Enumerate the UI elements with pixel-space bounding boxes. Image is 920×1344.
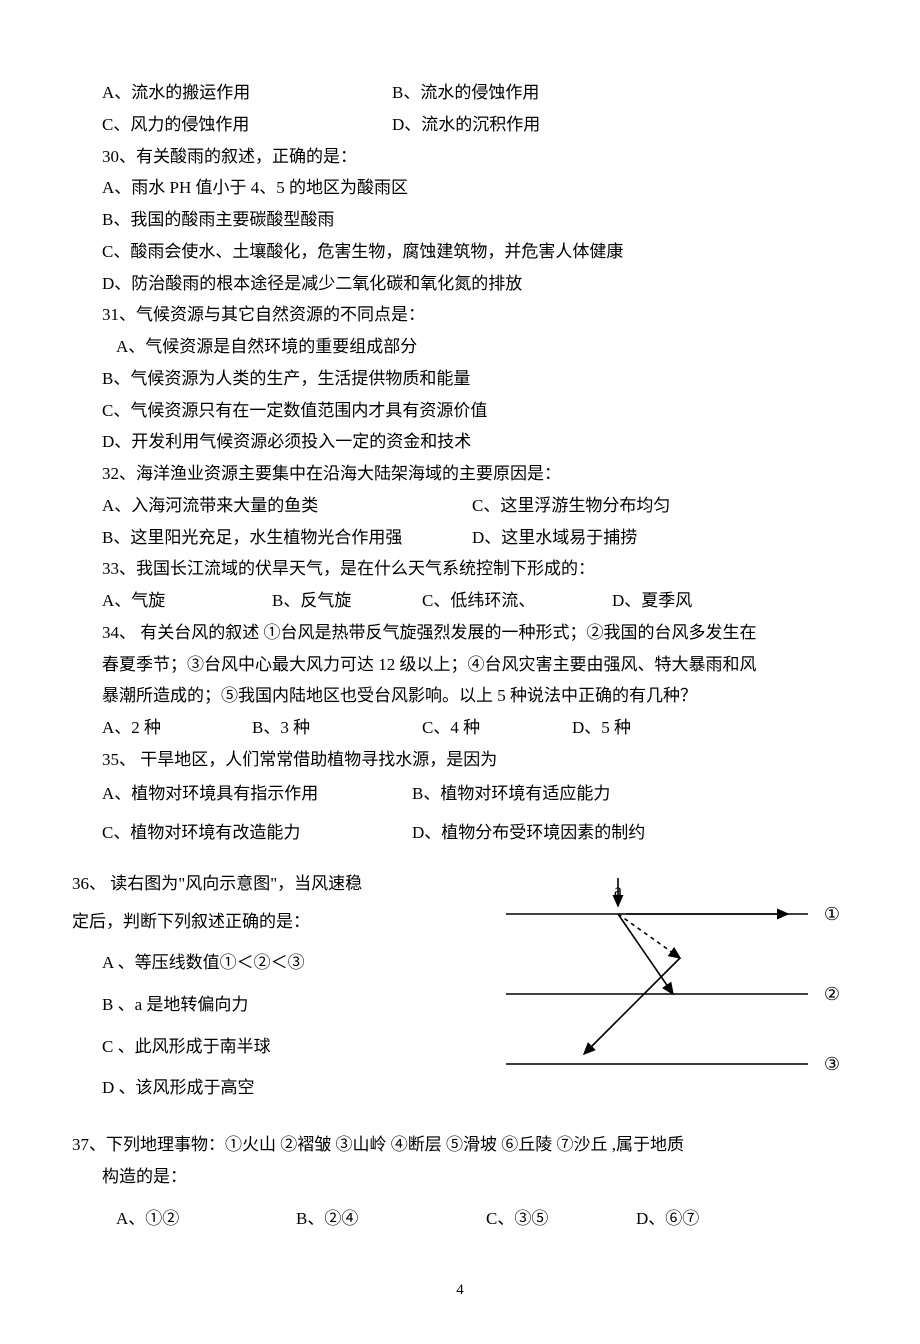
q31-opt-c: C、气候资源只有在一定数值范围内才具有资源价值	[72, 396, 848, 426]
q31-stem: 31、气候资源与其它自然资源的不同点是：	[72, 300, 848, 330]
q35-stem: 35、 干旱地区，人们常常借助植物寻找水源，是因为	[72, 745, 848, 775]
q36-opt-d: D 、该风形成于高空	[72, 1070, 474, 1106]
q37-line2: 构造的是：	[72, 1162, 848, 1192]
q29-opts-row1: A、流水的搬运作用 B、流水的侵蚀作用	[72, 78, 848, 108]
q34-opt-d: D、5 种	[572, 713, 631, 743]
q34-line1: 34、 有关台风的叙述 ①台风是热带反气旋强烈发展的一种形式；②我国的台风多发生…	[72, 618, 848, 648]
q34-opt-c: C、4 种	[422, 713, 572, 743]
q30-stem: 30、有关酸雨的叙述，正确的是：	[72, 142, 848, 172]
q37-opt-c: C、③⑤	[486, 1204, 636, 1234]
q36-opt-c: C 、此风形成于南半球	[72, 1029, 474, 1065]
q34-opt-a: A、2 种	[102, 713, 252, 743]
q37-opt-b: B、②④	[296, 1204, 486, 1234]
q33-opt-b: B、反气旋	[272, 586, 422, 616]
svg-text:③: ③	[824, 1054, 840, 1074]
q36-line2: 定后，判断下列叙述正确的是：	[72, 904, 474, 940]
q32-row2: B、这里阳光充足，水生植物光合作用强 D、这里水域易于捕捞	[72, 523, 848, 553]
q30-opt-d: D、防治酸雨的根本途径是减少二氧化碳和氧化氮的排放	[72, 269, 848, 299]
q35-opt-a: A、植物对环境具有指示作用	[102, 779, 412, 809]
q35-opt-b: B、植物对环境有适应能力	[412, 779, 610, 809]
q32-opt-c: C、这里浮游生物分布均匀	[472, 491, 670, 521]
q34-line2: 春夏季节；③台风中心最大风力可达 12 级以上；④台风灾害主要由强风、特大暴雨和…	[72, 650, 848, 680]
q32-opt-a: A、入海河流带来大量的鱼类	[102, 491, 472, 521]
q32-stem: 32、海洋渔业资源主要集中在沿海大陆架海域的主要原因是：	[72, 459, 848, 489]
q36-text: 36、 读右图为"风向示意图"，当风速稳 定后，判断下列叙述正确的是： A 、等…	[72, 866, 474, 1108]
svg-text:②: ②	[824, 984, 840, 1004]
q35-row2: C、植物对环境有改造能力 D、植物分布受环境因素的制约	[72, 818, 848, 848]
q36-line1: 36、 读右图为"风向示意图"，当风速稳	[72, 866, 474, 902]
q35-opt-d: D、植物分布受环境因素的制约	[412, 818, 645, 848]
q31-opt-b: B、气候资源为人类的生产，生活提供物质和能量	[72, 364, 848, 394]
svg-text:①: ①	[824, 904, 840, 924]
q37-opt-a: A、①②	[116, 1204, 296, 1234]
q30-opt-b: B、我国的酸雨主要碳酸型酸雨	[72, 205, 848, 235]
q29-opt-b: B、流水的侵蚀作用	[392, 78, 539, 108]
q29-opts-row2: C、风力的侵蚀作用 D、流水的沉积作用	[72, 110, 848, 140]
q33-opts: A、气旋 B、反气旋 C、低纬环流、 D、夏季风	[72, 586, 848, 616]
q36-opt-b: B 、a 是地转偏向力	[72, 987, 474, 1023]
q36-opt-a: A 、等压线数值①＜②＜③	[72, 945, 474, 981]
q37-opt-d: D、⑥⑦	[636, 1204, 699, 1234]
q33-opt-c: C、低纬环流、	[422, 586, 612, 616]
wind-diagram: ①②③a	[488, 866, 848, 1086]
q33-opt-d: D、夏季风	[612, 586, 692, 616]
q32-row1: A、入海河流带来大量的鱼类 C、这里浮游生物分布均匀	[72, 491, 848, 521]
q32-opt-b: B、这里阳光充足，水生植物光合作用强	[102, 523, 472, 553]
q34-opt-b: B、3 种	[252, 713, 422, 743]
q31-opt-a: A、气候资源是自然环境的重要组成部分	[72, 332, 848, 362]
q34-line3: 暴潮所造成的；⑤我国内陆地区也受台风影响。以上 5 种说法中正确的有几种？	[72, 681, 848, 711]
q33-stem: 33、我国长江流域的伏旱天气，是在什么天气系统控制下形成的：	[72, 554, 848, 584]
q37-line1: 37、下列地理事物：①火山 ②褶皱 ③山岭 ④断层 ⑤滑坡 ⑥丘陵 ⑦沙丘 ,属…	[72, 1130, 848, 1160]
q34-opts: A、2 种 B、3 种 C、4 种 D、5 种	[72, 713, 848, 743]
q32-opt-d: D、这里水域易于捕捞	[472, 523, 637, 553]
q29-opt-d: D、流水的沉积作用	[392, 110, 540, 140]
q36-block: 36、 读右图为"风向示意图"，当风速稳 定后，判断下列叙述正确的是： A 、等…	[72, 866, 848, 1108]
q35-opt-c: C、植物对环境有改造能力	[102, 818, 412, 848]
q36-figure: ①②③a	[488, 866, 848, 1096]
q33-opt-a: A、气旋	[102, 586, 272, 616]
q29-opt-c: C、风力的侵蚀作用	[102, 110, 392, 140]
q35-row1: A、植物对环境具有指示作用 B、植物对环境有适应能力	[72, 779, 848, 809]
q30-opt-c: C、酸雨会使水、土壤酸化，危害生物，腐蚀建筑物，并危害人体健康	[72, 237, 848, 267]
q30-opt-a: A、雨水 PH 值小于 4、5 的地区为酸雨区	[72, 173, 848, 203]
q37-opts: A、①② B、②④ C、③⑤ D、⑥⑦	[72, 1204, 848, 1234]
q29-opt-a: A、流水的搬运作用	[102, 78, 392, 108]
q31-opt-d: D、开发利用气候资源必须投入一定的资金和技术	[72, 427, 848, 457]
